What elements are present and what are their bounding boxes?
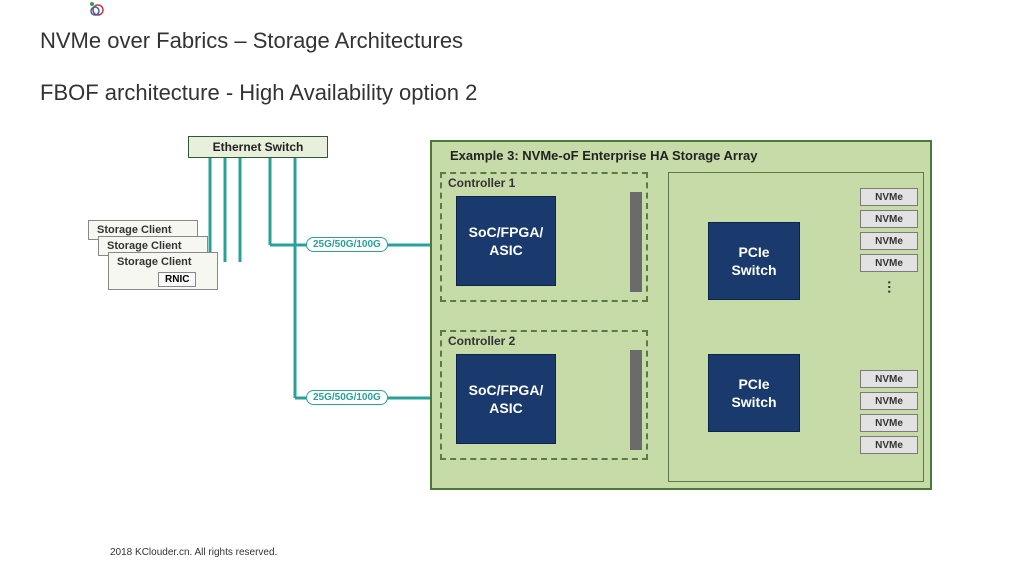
nvme-box: NVMe bbox=[860, 370, 918, 388]
page-title-1: NVMe over Fabrics – Storage Architecture… bbox=[40, 28, 463, 54]
nvme-box: NVMe bbox=[860, 436, 918, 454]
pcie-switch-1: PCIe Switch bbox=[708, 222, 800, 300]
controller-1-label: Controller 1 bbox=[448, 176, 515, 190]
footer-text: 2018 KClouder.cn. All rights reserved. bbox=[110, 547, 277, 558]
rnic-box: RNIC bbox=[158, 272, 196, 287]
array-title: Example 3: NVMe-oF Enterprise HA Storage… bbox=[450, 148, 758, 163]
ethernet-switch-box: Ethernet Switch bbox=[188, 136, 328, 158]
logo-icon bbox=[86, 0, 106, 18]
diagram-container: Ethernet Switch Storage Client Storage C… bbox=[60, 130, 940, 510]
nvme-box: NVMe bbox=[860, 232, 918, 250]
ellipsis-icon: ⋯ bbox=[882, 280, 898, 294]
nvme-box: NVMe bbox=[860, 392, 918, 410]
nvme-box: NVMe bbox=[860, 414, 918, 432]
nvme-box: NVMe bbox=[860, 210, 918, 228]
controller-2-label: Controller 2 bbox=[448, 334, 515, 348]
nvme-box: NVMe bbox=[860, 188, 918, 206]
grey-bar-2 bbox=[630, 350, 642, 450]
speed-label-2: 25G/50G/100G bbox=[306, 390, 388, 405]
nvme-box: NVMe bbox=[860, 254, 918, 272]
soc-chip-1: SoC/FPGA/ ASIC bbox=[456, 196, 556, 286]
pcie-switch-2: PCIe Switch bbox=[708, 354, 800, 432]
ethernet-switch-label: Ethernet Switch bbox=[213, 140, 304, 154]
soc-chip-2: SoC/FPGA/ ASIC bbox=[456, 354, 556, 444]
grey-bar-1 bbox=[630, 192, 642, 292]
page-title-2: FBOF architecture - High Availability op… bbox=[40, 80, 477, 106]
speed-label-1: 25G/50G/100G bbox=[306, 237, 388, 252]
